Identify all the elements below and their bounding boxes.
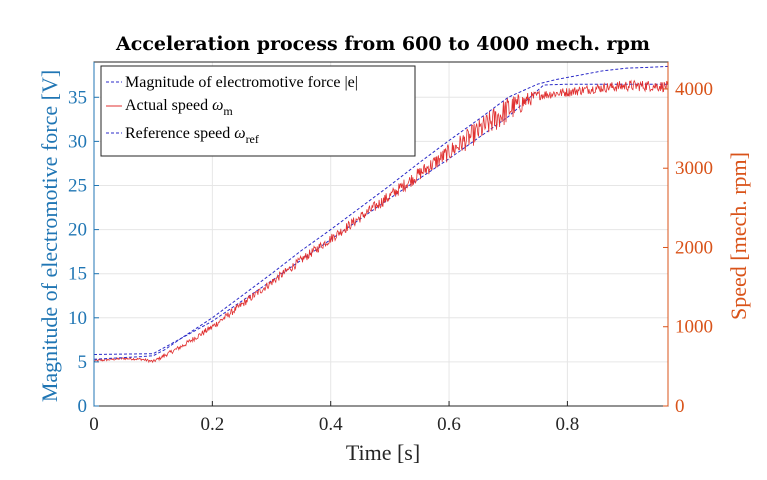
legend-entry-emf: Magnitude of electromotive force |e| xyxy=(106,74,358,91)
legend-entry-actual: Actual speed ωm xyxy=(106,97,233,118)
legend: Magnitude of electromotive force |e| Act… xyxy=(100,65,416,157)
left-tick-label: 10 xyxy=(68,308,87,329)
series-layer xyxy=(93,65,669,364)
right-axis-ticks: 0 1000 2000 3000 4000 xyxy=(663,62,713,417)
chart-title: Acceleration process from 600 to 4000 me… xyxy=(115,33,650,55)
legend-label-actual: Actual speed ωm xyxy=(125,97,233,118)
left-tick-label: 5 xyxy=(78,352,88,373)
series-line-actual xyxy=(93,79,669,364)
right-tick-label: 3000 xyxy=(675,158,713,179)
legend-label-reference: Reference speed ωref xyxy=(125,125,259,146)
right-axis-label: Speed [mech. rpm] xyxy=(726,152,751,320)
legend-label-emf: Magnitude of electromotive force |e| xyxy=(125,74,358,91)
left-tick-label: 20 xyxy=(68,220,87,241)
legend-entry-reference: Reference speed ωref xyxy=(106,125,259,146)
x-tick-label: 0.6 xyxy=(437,414,461,435)
left-tick-label: 30 xyxy=(68,131,87,152)
legend-box xyxy=(100,65,416,157)
x-axis-ticks: 0 0.2 0.4 0.6 0.8 xyxy=(89,401,579,435)
right-tick-label: 1000 xyxy=(675,317,713,338)
left-tick-label: 35 xyxy=(68,87,87,108)
x-tick-label: 0.8 xyxy=(556,414,580,435)
x-axis-label: Time [s] xyxy=(346,440,420,465)
x-tick-label: 0 xyxy=(89,414,99,435)
x-tick-label: 0.2 xyxy=(200,414,224,435)
left-axis-ticks: 0 5 10 15 20 25 30 35 xyxy=(68,62,99,417)
right-tick-label: 0 xyxy=(675,396,685,417)
left-tick-label: 15 xyxy=(68,264,87,285)
left-tick-label: 25 xyxy=(68,175,87,196)
right-tick-label: 2000 xyxy=(675,237,713,258)
series-line-reference xyxy=(93,83,668,355)
series-line-emf xyxy=(93,65,669,360)
left-axis-label: Magnitude of electromotive force [V] xyxy=(37,70,62,402)
x-tick-label: 0.4 xyxy=(319,414,343,435)
right-tick-label: 4000 xyxy=(675,79,713,100)
left-tick-label: 0 xyxy=(78,396,88,417)
